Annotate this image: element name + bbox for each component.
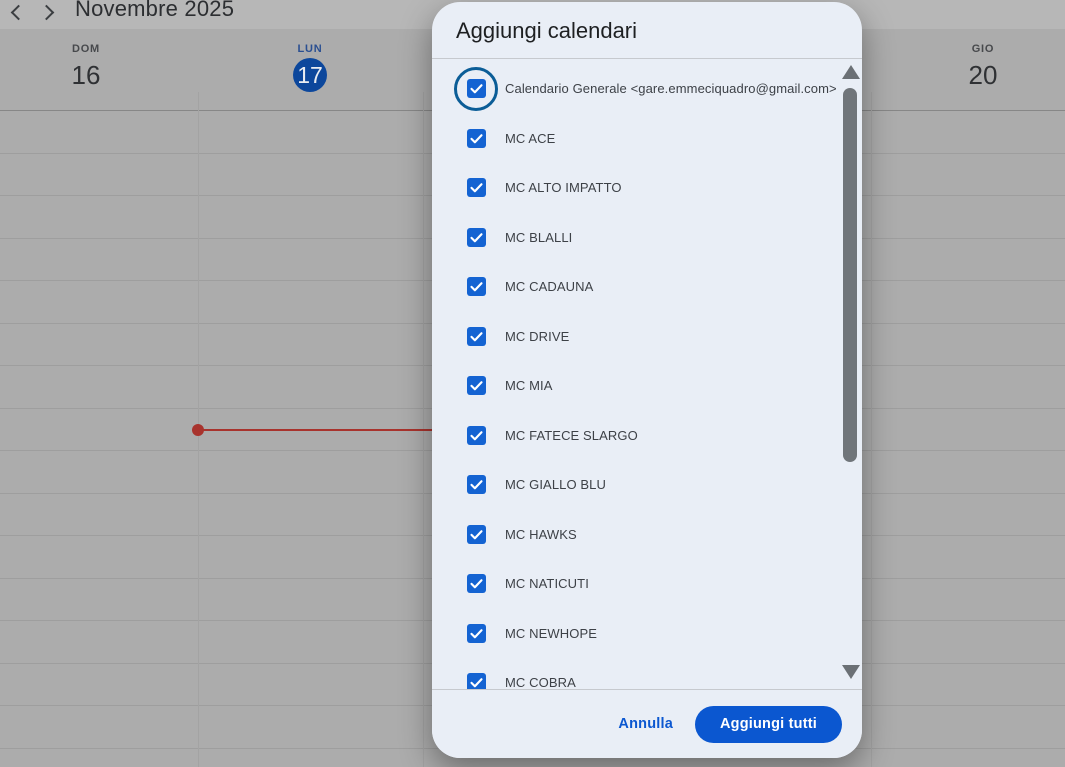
calendar-list-item[interactable]: MC NATICUTI [432,559,862,609]
checkbox-checked-icon[interactable] [466,178,486,198]
month-title: Novembre 2025 [75,0,235,21]
next-week-button[interactable] [34,1,58,25]
scrollbar-up-arrow-icon[interactable] [842,65,860,79]
calendar-name-label: MC BLALLI [505,229,573,245]
dialog-title: Aggiungi calendari [456,18,638,43]
calendar-name-label: Calendario Generale <gare.emmeciquadro@g… [505,81,837,97]
checkbox-checked-icon[interactable] [466,128,486,148]
checkbox-ring [454,166,498,210]
calendar-list-item[interactable]: MC DRIVE [432,312,862,362]
calendar-name-label: MC MIA [505,378,553,394]
checkbox-ring [454,265,498,309]
day-number[interactable]: 20 [968,60,998,90]
checkbox-checked-icon[interactable] [466,326,486,346]
chevron-left-icon [10,4,27,21]
checkbox-ring [454,413,498,457]
day-header-dom: DOM 16 [36,43,136,92]
checkbox-ring [454,215,498,259]
day-abbr: DOM [71,43,101,55]
calendar-name-label: MC NATICUTI [505,576,589,592]
checkbox-checked-icon[interactable] [466,227,486,247]
calendar-list-item[interactable]: MC BLALLI [432,213,862,263]
scrollbar-down-arrow-icon[interactable] [842,665,860,679]
previous-week-button[interactable] [6,1,30,25]
checkbox-checked-icon[interactable] [466,425,486,445]
calendar-name-label: MC ALTO IMPATTO [505,180,622,196]
calendar-list-item[interactable]: MC CADAUNA [432,262,862,312]
checkbox-ring [454,116,498,160]
current-time-dot [192,424,204,436]
day-abbr: LUN [297,43,323,55]
cancel-button[interactable]: Annulla [612,708,679,740]
calendar-list: Calendario Generale <gare.emmeciquadro@g… [432,59,862,689]
calendar-name-label: MC NEWHOPE [505,625,597,641]
checkbox-checked-icon[interactable] [466,524,486,544]
calendar-list-item[interactable]: MC ACE [432,114,862,164]
checkbox-checked-icon[interactable] [466,475,486,495]
checkbox-checked-icon[interactable] [466,673,486,689]
calendar-name-label: MC CADAUNA [505,279,594,295]
chevron-right-icon [38,4,55,21]
checkbox-ring [454,314,498,358]
calendar-list-item[interactable]: MC COBRA [432,658,862,689]
checkbox-ring [454,66,498,111]
grid-line [871,92,872,767]
checkbox-checked-icon[interactable] [466,623,486,643]
calendar-list-item[interactable]: Calendario Generale <gare.emmeciquadro@g… [432,64,862,114]
day-header-lun-today: LUN 17 [260,43,360,92]
checkbox-ring [454,364,498,408]
scrollbar-thumb[interactable] [843,88,857,462]
today-number-badge[interactable]: 17 [293,58,327,92]
day-number[interactable]: 16 [71,60,101,90]
checkbox-checked-icon[interactable] [466,574,486,594]
calendar-name-label: MC ACE [505,130,556,146]
checkbox-ring [454,611,498,655]
checkbox-ring [454,512,498,556]
checkbox-ring [454,463,498,507]
current-time-line [198,429,434,431]
checkbox-checked-icon[interactable] [466,376,486,396]
divider [432,58,862,59]
calendar-name-label: MC DRIVE [505,328,570,344]
calendar-list-item[interactable]: MC MIA [432,361,862,411]
calendar-list-item[interactable]: MC NEWHOPE [432,609,862,659]
calendar-name-label: MC FATECE SLARGO [505,427,638,443]
checkbox-checked-icon[interactable] [466,79,486,99]
calendar-list-item[interactable]: MC HAWKS [432,510,862,560]
calendar-name-label: MC GIALLO BLU [505,477,606,493]
checkbox-checked-icon[interactable] [466,277,486,297]
dialog-footer: Annulla Aggiungi tutti [432,689,862,758]
checkbox-ring [454,562,498,606]
checkbox-ring [454,661,498,689]
calendar-list-item[interactable]: MC GIALLO BLU [432,460,862,510]
add-all-button[interactable]: Aggiungi tutti [694,705,842,743]
calendar-name-label: MC HAWKS [505,526,577,542]
day-abbr: GIO [971,43,995,55]
calendar-list-item[interactable]: MC FATECE SLARGO [432,411,862,461]
calendar-list-item[interactable]: MC ALTO IMPATTO [432,163,862,213]
calendar-name-label: MC COBRA [505,675,576,689]
day-header-gio: GIO 20 [933,43,1033,92]
add-calendars-dialog: Aggiungi calendari Calendario Generale <… [432,2,862,758]
